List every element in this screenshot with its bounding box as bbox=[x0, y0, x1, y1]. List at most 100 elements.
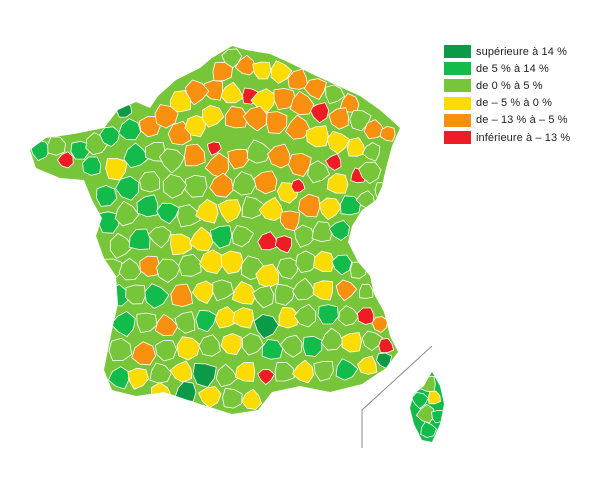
map-region bbox=[170, 283, 193, 307]
map-region bbox=[227, 148, 250, 170]
legend-item: de – 5 % à 0 % bbox=[444, 95, 594, 112]
map-region bbox=[313, 360, 334, 382]
map-region bbox=[358, 161, 382, 185]
map-region bbox=[274, 235, 293, 254]
map-region bbox=[108, 366, 130, 390]
map-region bbox=[97, 211, 120, 234]
map-region bbox=[174, 311, 196, 334]
map-region bbox=[184, 143, 206, 167]
map-region bbox=[82, 156, 102, 176]
map-region bbox=[154, 104, 179, 129]
map-region bbox=[371, 316, 389, 333]
map-region bbox=[279, 210, 300, 232]
legend-swatch bbox=[444, 113, 471, 127]
map-region bbox=[291, 359, 315, 384]
map-region bbox=[47, 136, 66, 156]
map-region bbox=[198, 386, 222, 409]
map-region bbox=[195, 309, 218, 333]
map-region bbox=[222, 387, 243, 409]
legend-swatch bbox=[444, 131, 471, 145]
map-region bbox=[252, 61, 272, 80]
map-region bbox=[253, 314, 279, 340]
map-region bbox=[131, 341, 157, 366]
map-region bbox=[191, 280, 215, 304]
map-region bbox=[232, 307, 255, 329]
map-region bbox=[287, 152, 312, 177]
legend-swatch bbox=[444, 45, 471, 59]
map-region bbox=[116, 101, 133, 118]
map-region bbox=[127, 367, 149, 390]
map-region bbox=[378, 337, 395, 354]
map-region bbox=[279, 334, 303, 358]
legend-item: de 5 % à 14 % bbox=[444, 60, 594, 77]
map-region bbox=[192, 363, 217, 388]
map-region bbox=[427, 390, 441, 405]
map-region bbox=[235, 362, 256, 382]
map-region bbox=[295, 250, 319, 273]
map-region bbox=[358, 283, 374, 299]
legend-label: supérieure à 14 % bbox=[476, 45, 567, 58]
map-region bbox=[307, 160, 330, 184]
map-region bbox=[217, 199, 242, 224]
legend-swatch bbox=[444, 96, 471, 110]
map-region bbox=[289, 90, 315, 116]
map-region bbox=[136, 194, 159, 218]
legend-item: supérieure à 14 % bbox=[444, 43, 594, 60]
map-region bbox=[110, 311, 136, 337]
map-region bbox=[203, 80, 224, 101]
map-region bbox=[177, 204, 201, 228]
map-region bbox=[241, 332, 264, 356]
corsica bbox=[410, 372, 444, 442]
map-region bbox=[303, 78, 327, 100]
map-region bbox=[178, 253, 202, 277]
map-region bbox=[118, 118, 142, 141]
map-region bbox=[293, 303, 317, 328]
map-region bbox=[326, 130, 351, 155]
map-region bbox=[99, 126, 121, 147]
legend-swatch bbox=[444, 62, 471, 76]
legend: supérieure à 14 % de 5 % à 14 % de 0 % à 5… bbox=[444, 43, 594, 146]
map-region bbox=[311, 221, 333, 243]
map-region bbox=[209, 172, 234, 198]
map-region bbox=[317, 304, 339, 325]
map-region bbox=[232, 171, 257, 196]
map-region bbox=[253, 170, 278, 195]
map-region bbox=[114, 200, 140, 227]
map-region bbox=[340, 195, 362, 216]
map-region bbox=[379, 125, 396, 142]
map-region bbox=[155, 258, 181, 283]
legend-item: de 0 % à 5 % bbox=[444, 77, 594, 94]
map-region bbox=[276, 257, 299, 280]
map-region bbox=[357, 355, 378, 375]
map-region bbox=[290, 178, 306, 193]
legend-label: de – 5 % à 0 % bbox=[476, 97, 553, 110]
map-region bbox=[346, 137, 367, 157]
map-region bbox=[170, 233, 193, 256]
map-region bbox=[257, 369, 275, 386]
legend-label: de 5 % à 14 % bbox=[476, 62, 549, 75]
map-region bbox=[57, 151, 74, 169]
map-region bbox=[341, 332, 363, 353]
map-region bbox=[258, 196, 284, 222]
map-region bbox=[184, 174, 208, 198]
map-region bbox=[125, 284, 147, 305]
map-region bbox=[331, 254, 353, 276]
map-region bbox=[128, 228, 151, 250]
map-region bbox=[274, 283, 296, 306]
map-region bbox=[108, 337, 133, 362]
map-region bbox=[159, 148, 185, 174]
legend-item: inférieure à – 13 % bbox=[444, 129, 594, 146]
map-region bbox=[115, 175, 140, 201]
map-region bbox=[320, 327, 344, 351]
map-region bbox=[201, 105, 225, 128]
map-region bbox=[325, 84, 345, 105]
legend-item: de – 13 % à – 5 % bbox=[444, 112, 594, 129]
legend-label: de – 13 % à – 5 % bbox=[476, 114, 568, 127]
map-region bbox=[169, 90, 191, 113]
inset-separator-line bbox=[361, 345, 433, 448]
map-region bbox=[326, 172, 349, 194]
map-region bbox=[335, 358, 359, 381]
map-region bbox=[328, 220, 350, 241]
map-region bbox=[162, 173, 188, 199]
